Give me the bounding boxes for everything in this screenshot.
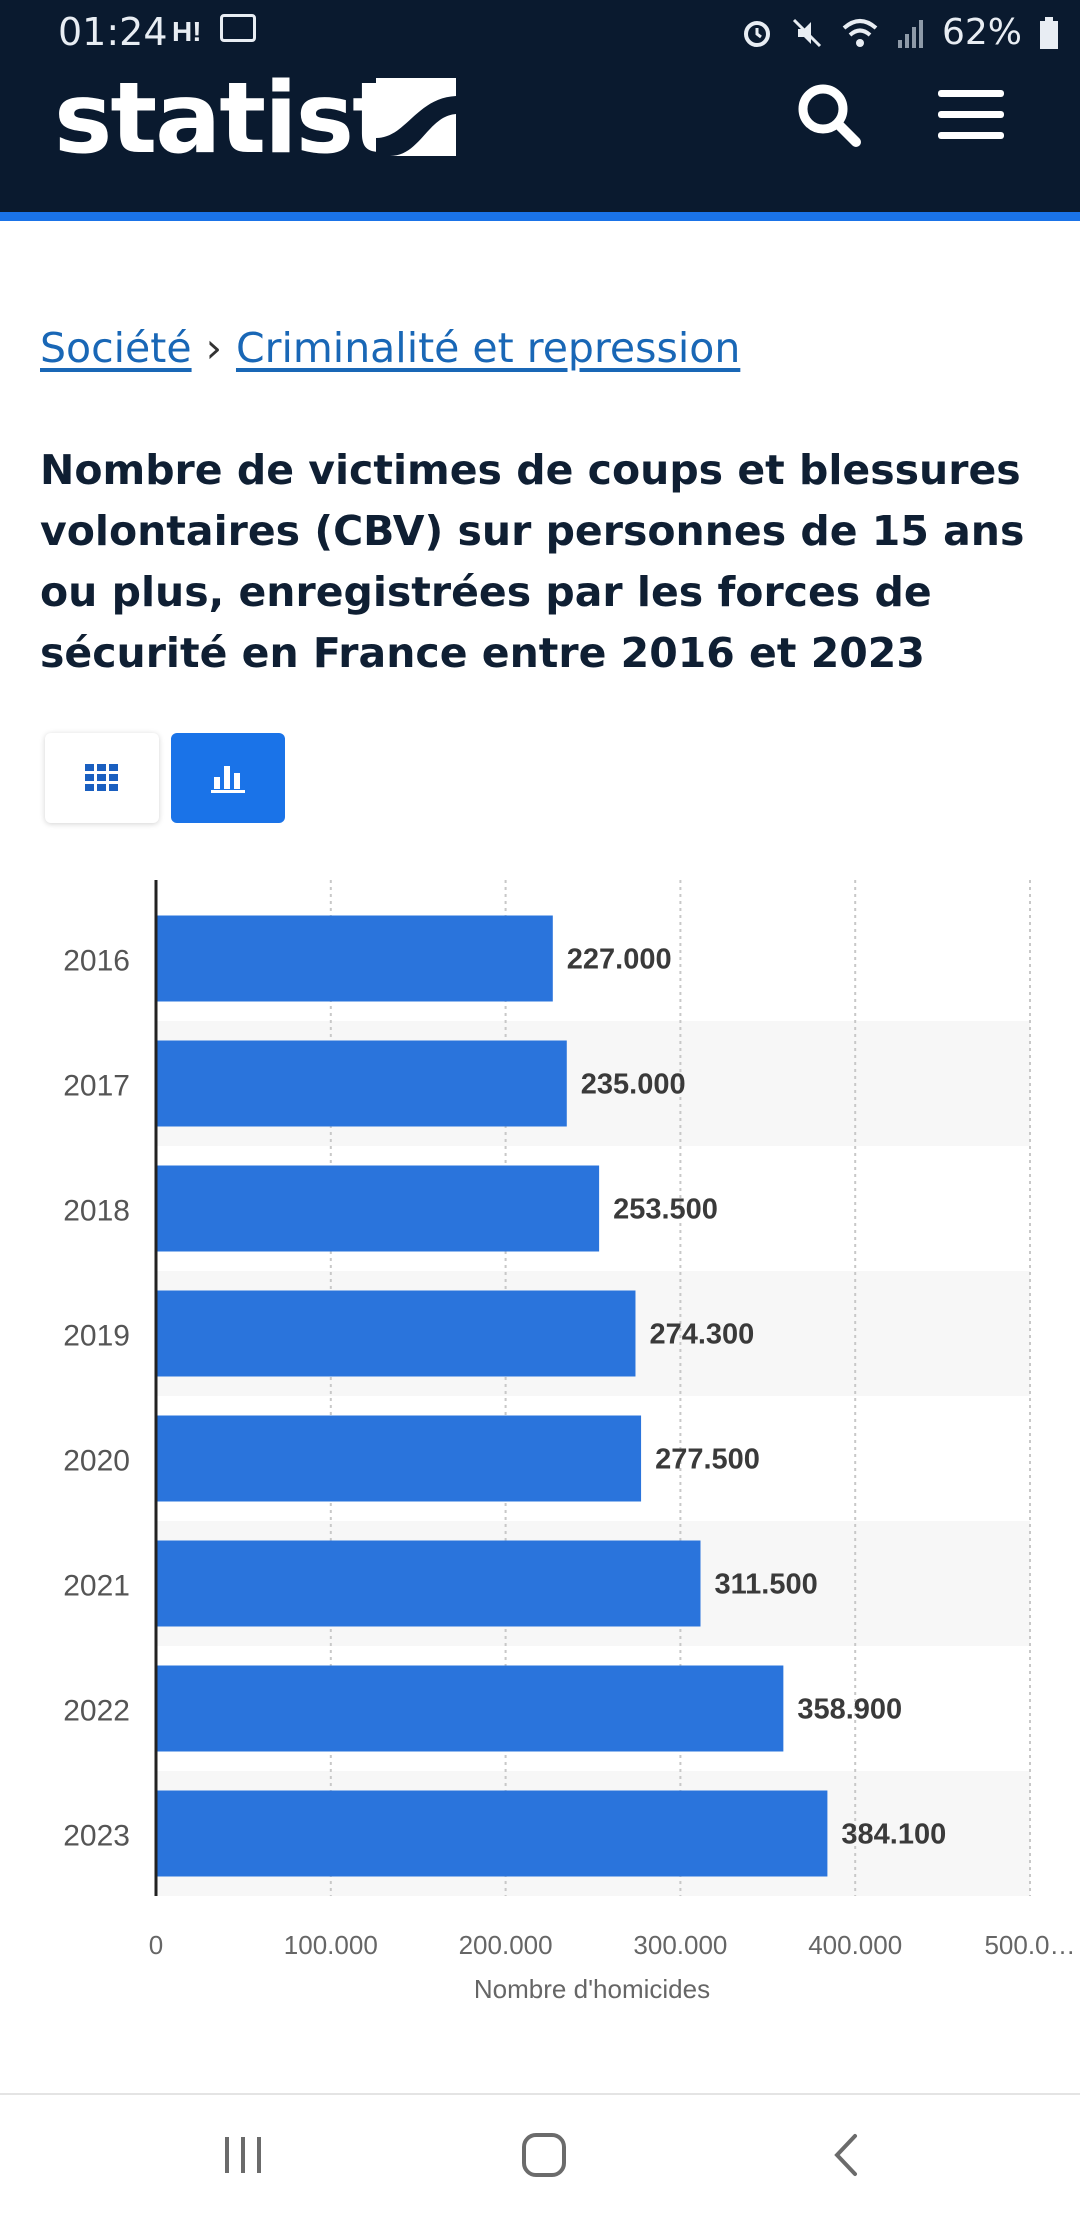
search-button[interactable]	[794, 80, 864, 150]
recent-apps-icon	[225, 2137, 261, 2173]
grid-icon	[85, 764, 118, 791]
bar	[156, 1665, 784, 1752]
app-header: 01:24 H! 62%	[0, 0, 1080, 212]
category-label: 2020	[63, 1445, 130, 1478]
carrier-label: H!	[172, 16, 202, 47]
breadcrumb: Société › Criminalité et repression	[40, 324, 740, 372]
x-tick-label: 0	[149, 1930, 163, 1960]
breadcrumb-link-criminalite[interactable]: Criminalité et repression	[235, 324, 741, 372]
data-label: 277.500	[655, 1444, 760, 1476]
status-bar: 01:24 H! 62%	[0, 0, 1080, 66]
mute-icon	[792, 18, 822, 47]
bar	[156, 1790, 828, 1877]
header-accent-bar	[0, 212, 1080, 221]
home-icon	[522, 2133, 566, 2177]
category-label: 2021	[63, 1570, 130, 1603]
category-label: 2022	[63, 1695, 130, 1728]
category-label: 2016	[63, 945, 130, 978]
wifi-icon	[842, 18, 878, 47]
bar	[156, 915, 553, 1002]
status-time: 01:24	[58, 10, 168, 54]
data-label: 384.100	[841, 1819, 946, 1851]
bar-chart-icon	[211, 766, 245, 793]
bar	[156, 1165, 600, 1252]
system-nav-bar	[0, 2095, 1080, 2220]
category-label: 2023	[63, 1820, 130, 1853]
category-label: 2017	[63, 1070, 130, 1103]
notification-icon	[220, 14, 256, 42]
data-label: 227.000	[567, 944, 672, 976]
alarm-icon	[743, 20, 770, 47]
data-label: 358.900	[797, 1694, 902, 1726]
breadcrumb-link-societe[interactable]: Société	[40, 324, 192, 372]
bar	[156, 1540, 701, 1627]
search-icon	[798, 84, 861, 147]
data-label: 274.300	[649, 1319, 754, 1351]
page-title: Nombre de victimes de coups et blessures…	[40, 446, 1025, 677]
back-icon	[834, 2134, 857, 2176]
status-icons: 62%	[740, 12, 1060, 53]
home-button[interactable]	[499, 2115, 589, 2195]
footer-divider	[0, 2093, 1080, 2095]
menu-icon	[938, 90, 1004, 139]
signal-icon	[897, 19, 923, 48]
battery-level: 62%	[941, 12, 1022, 53]
x-axis-title: Nombre d'homicides	[474, 1974, 710, 2000]
data-label: 235.000	[581, 1069, 686, 1101]
x-tick-label: 100.000	[284, 1930, 378, 1960]
data-label: 253.500	[613, 1194, 718, 1226]
battery-icon	[1040, 16, 1058, 49]
chart-svg: 2016 227.000 2017 235.000 2018 253.500 2019 274…	[63, 880, 1076, 2000]
category-label: 2018	[63, 1195, 130, 1228]
x-tick-label: 300.000	[633, 1930, 727, 1960]
bar-chart: 2016 227.000 2017 235.000 2018 253.500 2019 274…	[0, 880, 1080, 2000]
statista-logo-mark	[376, 78, 456, 156]
x-tick-label: 500.0…	[984, 1930, 1075, 1960]
x-tick-label: 400.000	[808, 1930, 902, 1960]
category-label: 2019	[63, 1320, 130, 1353]
table-view-button[interactable]	[45, 733, 159, 823]
breadcrumb-separator: ›	[205, 324, 222, 372]
recent-apps-button[interactable]	[198, 2115, 288, 2195]
bar	[156, 1040, 567, 1127]
x-tick-label: 200.000	[459, 1930, 553, 1960]
chart-view-button[interactable]	[171, 733, 285, 823]
bar	[156, 1290, 636, 1377]
menu-button[interactable]	[936, 80, 1006, 150]
data-label: 311.500	[715, 1569, 818, 1601]
bar	[156, 1415, 642, 1502]
back-button[interactable]	[802, 2115, 892, 2195]
